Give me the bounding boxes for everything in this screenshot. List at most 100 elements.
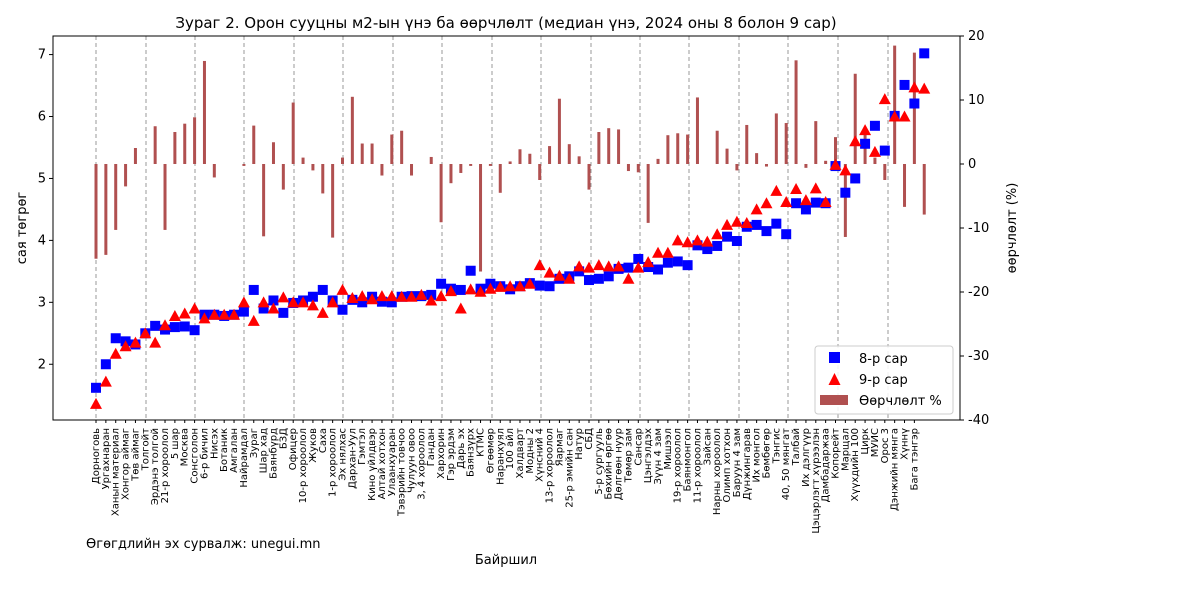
- change-bar: [449, 164, 453, 184]
- sep-point: [109, 347, 122, 359]
- aug-point: [603, 271, 614, 282]
- sep-point: [790, 182, 803, 194]
- x-tick-label: Орос 3: [880, 428, 891, 463]
- x-tick-label: Марщал: [840, 428, 851, 471]
- sep-point: [267, 302, 280, 314]
- x-tick-label: Дэнжийн мянга: [890, 428, 901, 511]
- sep-point: [277, 291, 290, 303]
- sep-point: [543, 266, 556, 278]
- x-tick-label: 5-р сургууль: [594, 428, 605, 495]
- y-right-tick-label: 20: [968, 29, 985, 44]
- aug-point: [879, 145, 890, 156]
- y-left-tick-label: 2: [38, 357, 46, 372]
- aug-point: [653, 264, 664, 275]
- change-bar: [439, 164, 443, 223]
- sep-point: [819, 195, 832, 207]
- change-bar: [360, 143, 364, 164]
- sep-point: [504, 280, 517, 292]
- y-axis-right-label: өөрчлөлт (%): [1005, 183, 1020, 274]
- change-bar: [834, 137, 837, 164]
- x-tick-label: Тэвэрийн товчоо: [397, 428, 408, 517]
- x-tick-label: 10-р хороолол: [298, 428, 309, 503]
- aug-point: [91, 382, 101, 393]
- change-bar: [321, 164, 325, 194]
- aug-point: [761, 226, 772, 237]
- legend-marker-change: [820, 395, 848, 405]
- change-bar: [311, 164, 315, 171]
- aug-series: [91, 48, 930, 393]
- x-tick-label: 19-р хороолол: [673, 428, 684, 503]
- change-bar: [350, 96, 354, 164]
- x-tick-label: Кино үйлдвэр: [367, 428, 378, 501]
- sep-point: [878, 93, 891, 105]
- sep-point: [356, 290, 369, 302]
- sep-point: [159, 319, 172, 331]
- x-tick-label: Баянмонгол: [683, 428, 694, 492]
- aug-point: [593, 273, 604, 284]
- sep-point: [385, 290, 398, 302]
- sep-point: [237, 296, 250, 308]
- x-tick-label: Их монгол: [752, 428, 763, 483]
- aug-point: [850, 173, 861, 184]
- change-bar: [528, 153, 532, 164]
- change-bar: [518, 149, 522, 164]
- sep-point: [366, 293, 379, 305]
- aug-point: [623, 262, 634, 273]
- change-bar: [262, 164, 266, 237]
- change-bar: [587, 164, 591, 190]
- change-bar: [646, 164, 650, 223]
- x-tick-label: Жуков: [308, 428, 319, 463]
- aug-point: [899, 79, 910, 90]
- aug-point: [771, 218, 782, 229]
- aug-point: [238, 306, 249, 317]
- x-tick-label: Ботаник: [219, 428, 230, 472]
- x-tick-label: Шар хад: [259, 428, 270, 473]
- aug-point: [357, 297, 368, 308]
- x-tick-label: Бөмбөгөр: [761, 428, 772, 479]
- change-bar: [104, 164, 108, 255]
- legend-label-aug: 8-р сар: [859, 352, 908, 367]
- x-tick-label: СБД: [584, 428, 595, 450]
- sep-point: [435, 290, 448, 302]
- aug-point: [810, 197, 821, 208]
- sep-point: [90, 397, 102, 409]
- x-tick-label: Дүнжингарав: [742, 428, 753, 500]
- change-bar: [469, 164, 473, 166]
- aug-point: [919, 48, 930, 59]
- aug-point: [258, 303, 269, 314]
- change-bar: [301, 157, 305, 164]
- x-tick-label: Амгалан: [229, 428, 240, 473]
- sep-point: [573, 260, 586, 272]
- sep-point: [306, 299, 319, 311]
- change-bar: [133, 148, 137, 164]
- aug-point: [584, 275, 594, 286]
- aug-point: [436, 278, 447, 289]
- change-bar: [281, 164, 285, 190]
- aug-point: [633, 253, 644, 264]
- change-bars: [94, 45, 926, 272]
- x-tick-label: Хүнсний 4: [535, 428, 546, 482]
- sep-point: [99, 375, 112, 387]
- sep-point: [918, 82, 931, 94]
- x-tick-label: Дөлгөөн нуур: [614, 428, 625, 500]
- sep-point: [494, 280, 507, 292]
- change-bar: [124, 164, 128, 187]
- sep-point: [168, 309, 181, 321]
- x-tick-label: Төв аймаг: [130, 428, 141, 482]
- change-bar: [745, 124, 749, 164]
- x-tick-label: Улаанхуаран: [387, 428, 398, 496]
- x-tick-label: Ургахнаран: [101, 428, 112, 489]
- sep-point: [632, 261, 645, 273]
- aug-point: [386, 297, 397, 308]
- change-bar: [794, 60, 798, 164]
- sep-point: [533, 259, 546, 271]
- change-bar: [567, 144, 571, 164]
- x-tick-label: Толгойт: [140, 428, 151, 471]
- y-right-tick-label: -20: [968, 285, 989, 300]
- x-tick-label: Натур: [574, 428, 585, 460]
- change-bar: [331, 164, 335, 238]
- sep-point: [474, 285, 487, 297]
- x-tick-label: Зайсан: [702, 428, 713, 465]
- sep-point: [760, 197, 773, 209]
